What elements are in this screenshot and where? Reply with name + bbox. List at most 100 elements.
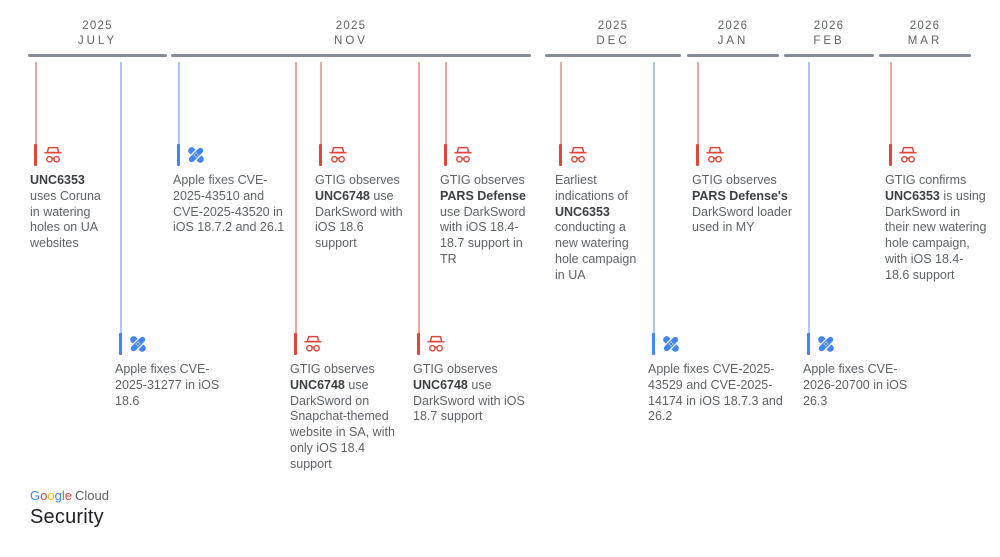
event-unc6748-darksword-snapchat-sa: GTIG observes UNC6748 use DarkSword on S…	[290, 333, 400, 472]
month-text: JULY	[77, 34, 118, 47]
event-text: Apple fixes CVE-2025-43510 and CVE-2025-…	[173, 173, 287, 236]
event-unc6353-confirmed-darksword: GTIG confirms UNC6353 is using DarkSword…	[885, 144, 987, 283]
month-text: JAN	[717, 34, 749, 47]
event-line-cap	[417, 333, 420, 355]
month-label-nov: 2025 NOV	[334, 19, 368, 49]
event-connector-line	[320, 62, 322, 146]
event-text-bold: UNC6353	[30, 173, 85, 187]
event-connector-line	[120, 62, 122, 335]
month-text: NOV	[334, 34, 368, 47]
month-text: DEC	[596, 34, 630, 47]
event-marker	[290, 333, 400, 357]
event-apple-fixes-cve-2025-43510-43520: Apple fixes CVE-2025-43510 and CVE-2025-…	[173, 144, 287, 236]
brand-letter: l	[61, 488, 65, 503]
event-text-bold: UNC6748	[413, 377, 468, 392]
timeline-bar-segment	[687, 54, 779, 57]
patch-fix-icon	[185, 144, 207, 166]
event-unc6353-new-watering-hole-ua: Earliest indications of UNC6353 conducti…	[555, 144, 641, 283]
year-text: 2026	[813, 20, 845, 32]
timeline-bar-segment	[879, 54, 971, 57]
event-text: GTIG confirms UNC6353 is using DarkSword…	[885, 173, 987, 283]
event-marker	[692, 144, 796, 168]
event-unc6353-coruna-watering-holes: UNC6353 uses Coruna in watering holes on…	[30, 144, 110, 252]
event-text: UNC6353 uses Coruna in watering holes on…	[30, 173, 110, 252]
event-text-segment: use DarkSword with iOS 18.6 support	[315, 188, 403, 250]
event-marker	[440, 144, 542, 168]
event-text: GTIG observes UNC6748 use DarkSword with…	[315, 173, 405, 252]
event-text: Apple fixes CVE-2026-20700 in iOS 26.3	[803, 362, 923, 409]
event-marker	[885, 144, 987, 168]
event-text: Apple fixes CVE-2025-31277 in iOS 18.6	[115, 362, 231, 409]
brand-security: Security	[30, 505, 104, 528]
event-marker	[555, 144, 641, 168]
brand-line: Google Cloud	[30, 488, 109, 504]
brand-letter: o	[40, 488, 48, 503]
event-connector-line	[35, 62, 37, 146]
event-text-segment: GTIG confirms	[885, 173, 967, 187]
event-text-bold: PARS Defense	[440, 188, 526, 203]
event-text-bold: PARS Defense's	[692, 188, 788, 203]
event-unc6748-darksword-ios-18-6: GTIG observes UNC6748 use DarkSword with…	[315, 144, 405, 252]
patch-fix-icon	[660, 333, 682, 355]
month-text: FEB	[813, 34, 845, 47]
month-label-mar: 2026 MAR	[908, 19, 943, 49]
event-connector-line	[295, 62, 297, 335]
event-marker	[315, 144, 405, 168]
event-connector-line	[418, 62, 420, 335]
event-line-cap	[652, 333, 655, 355]
threat-actor-icon	[897, 144, 919, 166]
footer-logo: Google Cloud Security	[30, 488, 109, 529]
event-text-segment: use DarkSword with iOS 18.7 support	[413, 377, 525, 424]
timeline-bar-segment	[545, 54, 681, 57]
event-unc6748-darksword-ios-18-7: GTIG observes UNC6748 use DarkSword with…	[413, 333, 529, 425]
threat-actor-icon	[327, 144, 349, 166]
event-marker	[115, 333, 231, 357]
event-line-cap	[889, 144, 892, 166]
event-line-cap	[696, 144, 699, 166]
event-text-segment: use DarkSword with iOS 18.4-18.7 support…	[440, 204, 526, 266]
event-line-cap	[294, 333, 297, 355]
event-text-segment: conducting a new watering hole campaign …	[555, 220, 637, 282]
brand-letter: G	[30, 488, 41, 503]
month-label-feb: 2026 FEB	[813, 19, 844, 49]
event-text-segment: Apple fixes CVE-2025-43510 and CVE-2025-…	[173, 173, 285, 235]
month-text: MAR	[907, 34, 943, 47]
event-text: GTIG observes UNC6748 use DarkSword on S…	[290, 362, 400, 472]
event-line-cap	[177, 144, 180, 166]
event-text: GTIG observes PARS Defense use DarkSword…	[440, 173, 542, 268]
event-connector-line	[560, 62, 562, 146]
month-label-dec: 2025 DEC	[596, 19, 629, 49]
event-line-cap	[319, 144, 322, 166]
event-marker	[803, 333, 923, 357]
event-text-segment: is using DarkSword in their new watering…	[885, 188, 987, 282]
event-connector-line	[445, 62, 447, 146]
month-label-july: 2025 JULY	[78, 19, 117, 49]
brand-letter: g	[54, 488, 62, 503]
event-text-bold: UNC6748	[315, 188, 370, 203]
event-marker	[173, 144, 287, 168]
event-text: GTIG observes PARS Defense's DarkSword l…	[692, 173, 796, 236]
event-line-cap	[807, 333, 810, 355]
timeline-bar-segment	[171, 54, 531, 57]
threat-actor-icon	[704, 144, 726, 166]
event-text-bold: UNC6353	[885, 188, 940, 203]
event-text-segment: Apple fixes CVE-2025-31277 in iOS 18.6	[115, 362, 220, 408]
event-text: GTIG observes UNC6748 use DarkSword with…	[413, 362, 529, 425]
event-line-cap	[444, 144, 447, 166]
event-connector-line	[178, 62, 180, 146]
event-connector-line	[697, 62, 699, 146]
event-text-bold: UNC6353	[555, 204, 610, 219]
brand-google: Google	[30, 488, 72, 503]
threat-actor-icon	[567, 144, 589, 166]
event-apple-fixes-cve-2026-20700: Apple fixes CVE-2026-20700 in iOS 26.3	[803, 333, 923, 409]
event-text-segment: GTIG observes	[290, 362, 375, 376]
event-text-segment: Apple fixes CVE-2026-20700 in iOS 26.3	[803, 362, 908, 408]
event-connector-line	[890, 62, 892, 146]
year-text: 2026	[909, 20, 941, 32]
event-line-cap	[119, 333, 122, 355]
event-text-segment: GTIG observes	[413, 362, 498, 376]
event-apple-fixes-cve-2025-43529-14174: Apple fixes CVE-2025-43529 and CVE-2025-…	[648, 333, 788, 425]
event-text-segment: GTIG observes	[440, 173, 525, 187]
timeline-bar-segment	[28, 54, 167, 57]
